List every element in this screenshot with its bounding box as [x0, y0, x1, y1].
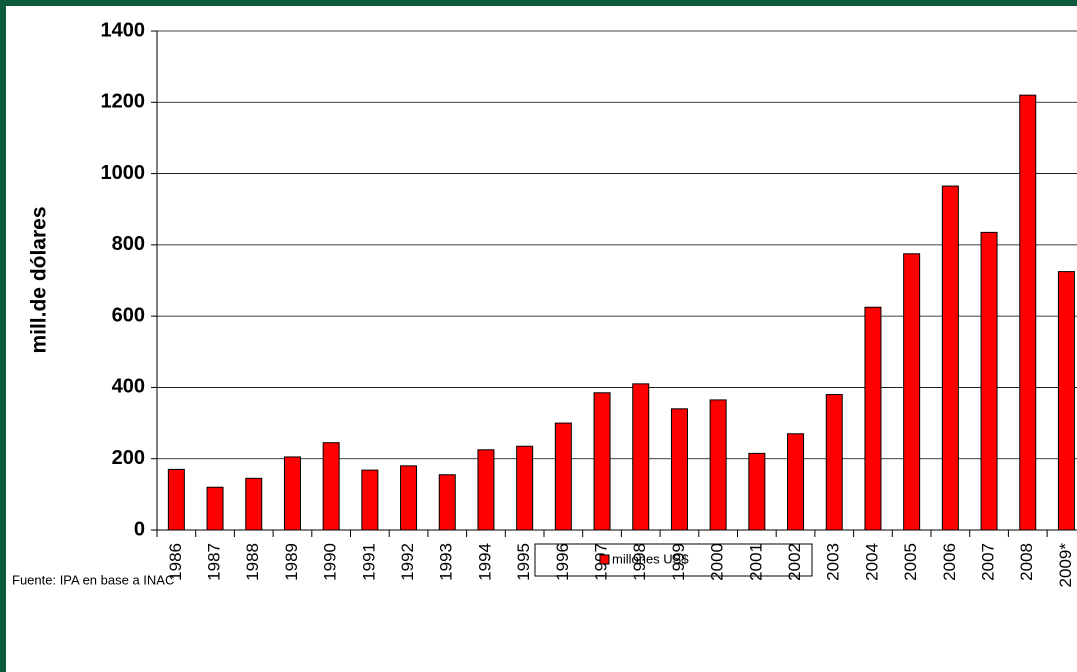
bar: [903, 253, 921, 531]
legend: [534, 543, 813, 577]
x-tick-label: 1991: [359, 543, 378, 581]
x-tick-label: 1988: [243, 543, 262, 581]
bar: [670, 408, 688, 531]
x-tick-label: 2005: [901, 543, 920, 581]
y-tick-label: 1000: [101, 162, 146, 184]
bar: [438, 474, 456, 531]
x-tick-label: 1995: [514, 543, 533, 581]
bar: [825, 394, 843, 531]
x-tick-label: 1994: [475, 543, 494, 581]
bar: [787, 433, 805, 531]
bar: [361, 469, 379, 531]
bar: [941, 185, 959, 531]
bar: [516, 445, 534, 531]
x-tick-label: 1999: [669, 543, 688, 581]
x-tick-label: 1986: [166, 543, 185, 581]
legend-swatch: [599, 554, 610, 565]
x-tick-label: 1987: [205, 543, 224, 581]
bar: [593, 392, 611, 531]
bar: [1019, 94, 1037, 531]
x-tick-label: 2006: [940, 543, 959, 581]
bar: [283, 456, 301, 531]
bar: [477, 449, 495, 531]
bar: [245, 477, 263, 531]
x-tick-label: 2002: [785, 543, 804, 581]
y-tick-label: 1400: [101, 19, 146, 41]
x-tick-label: 1989: [282, 543, 301, 581]
y-tick-label: 200: [112, 447, 145, 469]
x-tick-label: 1992: [398, 543, 417, 581]
x-tick-label: 1998: [630, 543, 649, 581]
x-tick-label: 1993: [437, 543, 456, 581]
x-tick-label: 2009*: [1056, 543, 1075, 588]
x-tick-label: 2003: [824, 543, 843, 581]
bar: [206, 486, 224, 531]
x-tick-label: 2008: [1017, 543, 1036, 581]
y-tick-label: 0: [134, 518, 145, 540]
bar: [980, 231, 998, 531]
y-axis-label: mill.de dólares: [28, 206, 51, 353]
bar: [709, 399, 727, 531]
y-tick-label: 800: [112, 233, 145, 255]
legend-label: millones US$: [612, 551, 689, 566]
bar: [1057, 271, 1075, 531]
y-tick-label: 1200: [101, 91, 146, 113]
bar: [554, 422, 572, 531]
y-tick-label: 600: [112, 304, 145, 326]
x-tick-label: 2004: [862, 543, 881, 581]
x-tick-label: 2007: [979, 543, 998, 581]
x-tick-label: 2000: [708, 543, 727, 581]
bar: [748, 452, 766, 531]
x-tick-label: 1996: [553, 543, 572, 581]
x-tick-label: 2001: [746, 543, 765, 581]
bar: [400, 465, 418, 531]
y-tick-label: 400: [112, 376, 145, 398]
bar: [167, 468, 185, 531]
source-note: Fuente: IPA en base a INAC: [12, 572, 174, 587]
x-tick-label: 1990: [321, 543, 340, 581]
bar: [322, 442, 340, 531]
bar: [864, 306, 882, 531]
bar: [632, 383, 650, 531]
